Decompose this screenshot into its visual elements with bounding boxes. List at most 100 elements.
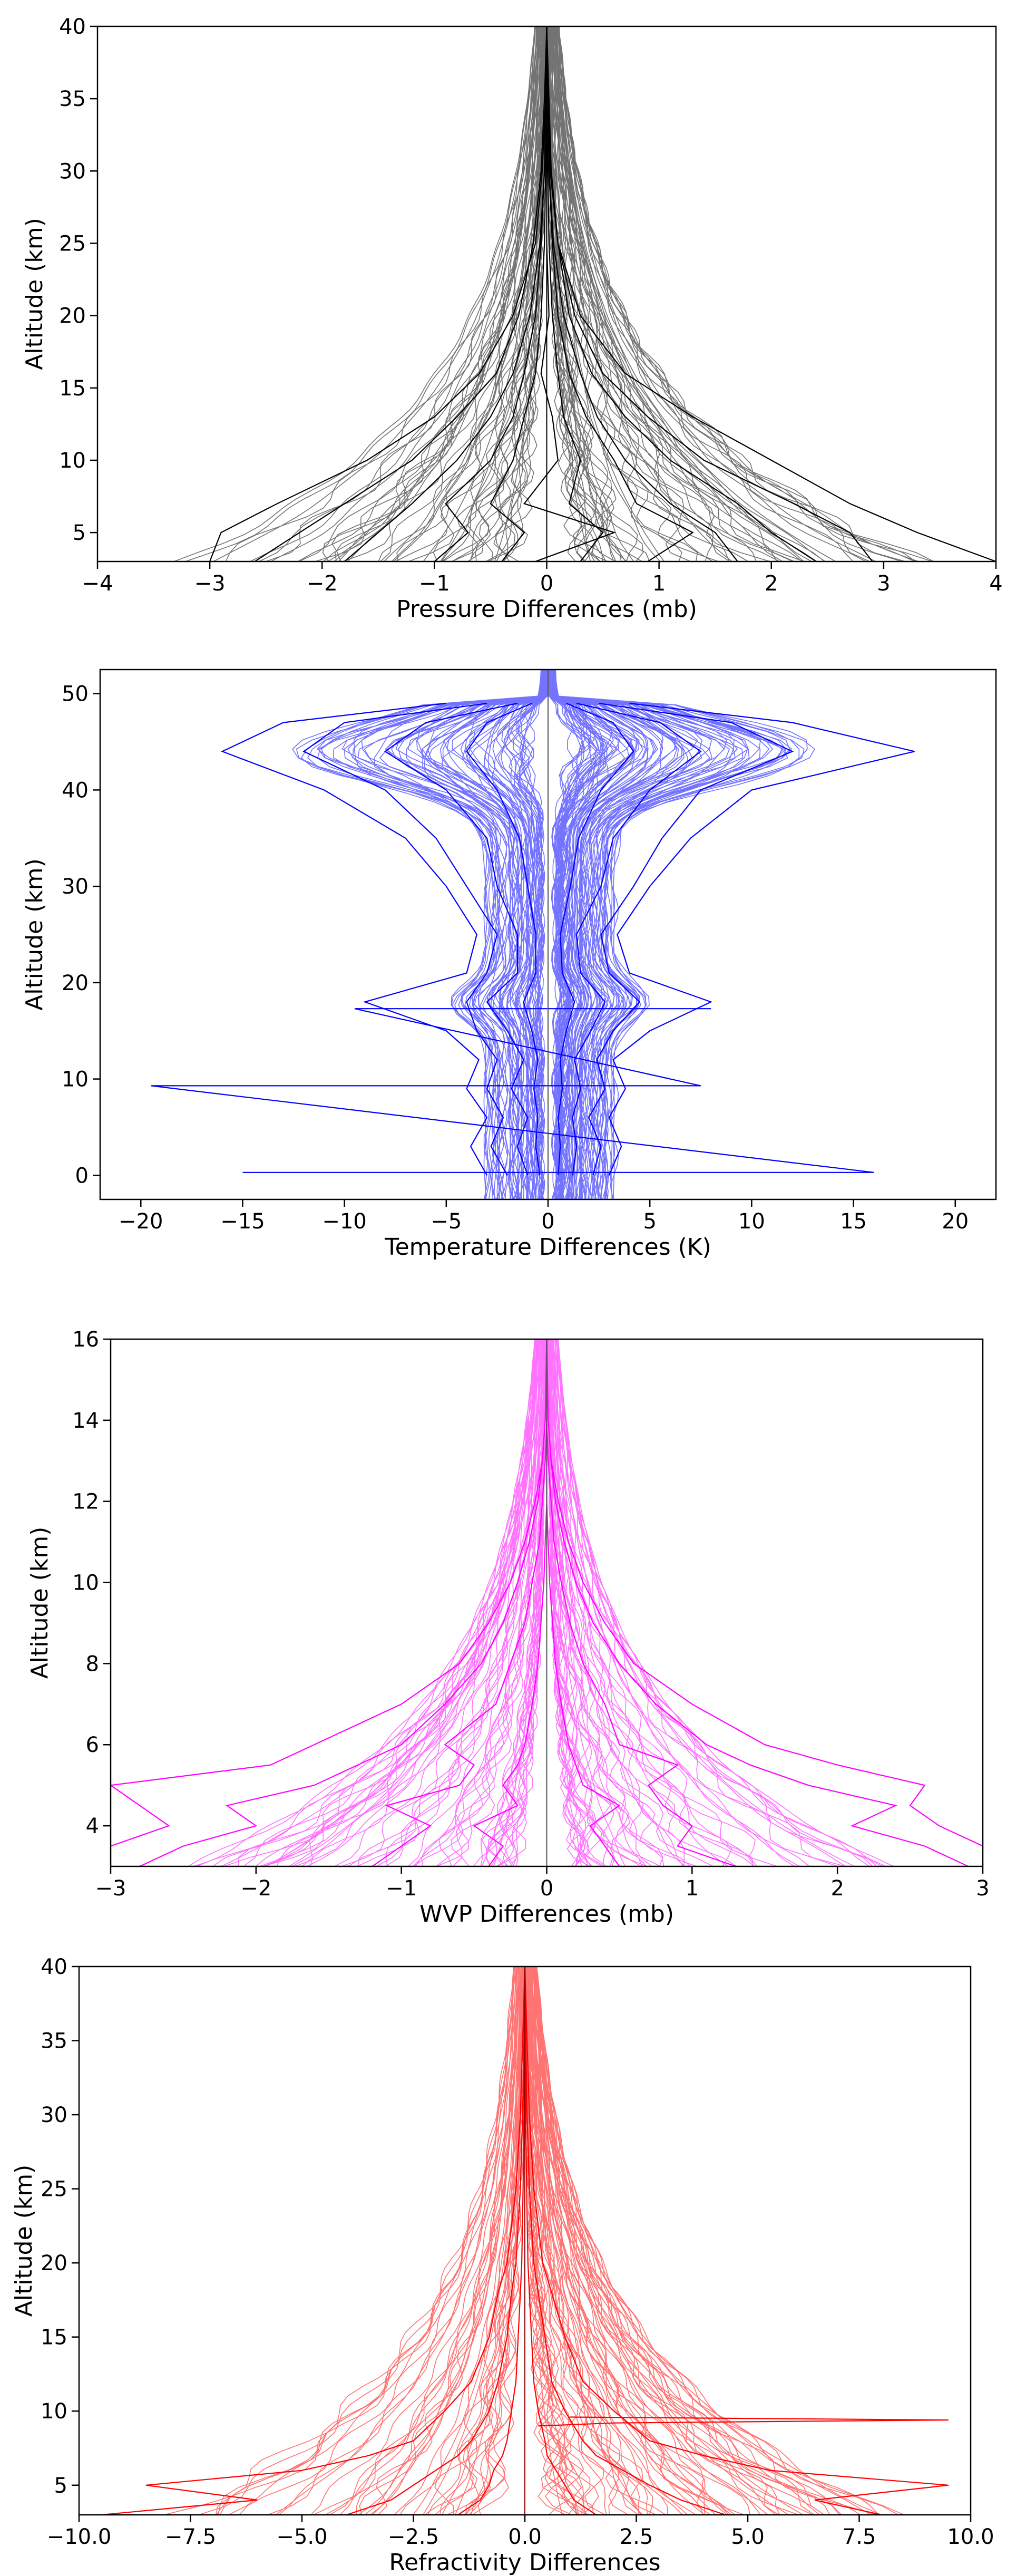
series-line-10 xyxy=(546,26,738,561)
series-line-5 xyxy=(457,1967,526,2515)
y-tick-label: 20 xyxy=(59,304,86,328)
y-tick-label: 25 xyxy=(41,2177,67,2202)
x-tick-label: −2 xyxy=(307,572,338,596)
y-tick-label: 30 xyxy=(62,875,89,899)
series-line-6 xyxy=(524,1967,597,2515)
series-line-4 xyxy=(572,702,702,1176)
x-tick-label: 3 xyxy=(976,1876,989,1901)
y-tick-label: 35 xyxy=(41,2029,67,2054)
x-tick-label: −7.5 xyxy=(165,2525,216,2549)
x-tick-label: −2 xyxy=(240,1876,271,1901)
y-tick-label: 0 xyxy=(75,1164,89,1188)
y-axis-label: Altitude (km) xyxy=(21,858,48,1011)
series-line-6 xyxy=(546,26,873,561)
series-line-12 xyxy=(546,26,996,561)
x-tick-label: −20 xyxy=(119,1209,163,1234)
plot-area xyxy=(173,26,996,561)
y-axis-label: Altitude (km) xyxy=(11,2165,37,2317)
x-tick-label: 2.5 xyxy=(620,2525,653,2549)
series-line-2 xyxy=(546,1339,969,1866)
y-tick-label: 35 xyxy=(59,87,86,111)
x-tick-label: 2 xyxy=(765,572,778,596)
plot-area xyxy=(101,1967,949,2515)
x-tick-label: 5 xyxy=(643,1209,656,1234)
y-tick-label: 4 xyxy=(86,1814,99,1838)
y-tick-label: 10 xyxy=(59,449,86,473)
x-tick-label: 1 xyxy=(652,572,666,596)
y-tick-label: 30 xyxy=(41,2103,67,2127)
series-line-2 xyxy=(524,1967,949,2515)
series-line-3 xyxy=(346,1967,526,2515)
x-tick-label: −5.0 xyxy=(276,2525,327,2549)
y-axis-label: Altitude (km) xyxy=(26,1527,53,1679)
series-line-7 xyxy=(466,702,541,1176)
y-tick-label: 12 xyxy=(72,1490,99,1514)
x-tick-label: −3 xyxy=(194,572,226,596)
profile-cloud xyxy=(188,1339,894,1866)
y-tick-label: 40 xyxy=(41,1955,67,1979)
x-tick-label: 0 xyxy=(540,572,553,596)
series-line-7 xyxy=(490,26,548,561)
y-tick-label: 15 xyxy=(41,2326,67,2350)
x-tick-label: 1 xyxy=(686,1876,699,1901)
x-tick-label: −5 xyxy=(431,1209,462,1234)
series-line-1 xyxy=(139,1339,548,1866)
series-line-7 xyxy=(538,2416,949,2427)
x-tick-label: 0 xyxy=(540,1876,553,1901)
series-line-3 xyxy=(372,1339,548,1866)
x-tick-label: 5.0 xyxy=(731,2525,765,2549)
x-tick-label: 7.5 xyxy=(843,2525,876,2549)
series-line-8 xyxy=(546,26,604,561)
y-tick-label: 8 xyxy=(86,1652,99,1676)
x-tick-label: −4 xyxy=(82,572,113,596)
series-line-1 xyxy=(302,702,508,1176)
y-tick-label: 16 xyxy=(72,1328,99,1352)
y-tick-label: 15 xyxy=(59,376,86,401)
profile-cloud xyxy=(292,670,816,1199)
y-tick-label: 40 xyxy=(59,15,86,39)
chart-2: −20 −15 −10 −5 0 5 10 15 20 0 10 20 30 40 50 Temperatur… xyxy=(21,669,997,1261)
series-line-1 xyxy=(101,1967,526,2515)
series-line-9 xyxy=(344,26,548,561)
x-tick-label: 20 xyxy=(942,1209,969,1234)
y-tick-label: 20 xyxy=(62,971,89,995)
y-tick-label: 30 xyxy=(59,159,86,183)
x-tick-label: 10 xyxy=(738,1209,765,1234)
series-line-6 xyxy=(608,702,915,1176)
x-tick-label: 4 xyxy=(989,572,1002,596)
x-axis-label: Pressure Differences (mb) xyxy=(396,596,697,623)
x-tick-label: −1 xyxy=(419,572,450,596)
y-tick-label: 5 xyxy=(54,2474,67,2498)
plot-area xyxy=(151,670,915,1199)
x-axis-label: Temperature Differences (K) xyxy=(384,1234,711,1261)
y-tick-label: 25 xyxy=(59,231,86,256)
y-tick-label: 50 xyxy=(62,682,89,706)
x-tick-label: 0 xyxy=(541,1209,554,1234)
profile-cloud xyxy=(163,1967,905,2515)
y-tick-label: 14 xyxy=(72,1409,99,1433)
x-tick-label: 10.0 xyxy=(947,2525,994,2549)
y-tick-label: 10 xyxy=(72,1571,99,1595)
series-line-4 xyxy=(524,1967,726,2515)
series-line-5 xyxy=(220,702,488,1176)
series-line-6 xyxy=(546,1339,983,1866)
x-tick-label: 2 xyxy=(830,1876,844,1901)
x-tick-label: 15 xyxy=(840,1209,867,1234)
x-tick-label: −3 xyxy=(95,1876,126,1901)
x-tick-label: −15 xyxy=(220,1209,265,1234)
y-tick-label: 20 xyxy=(41,2251,67,2275)
x-tick-label: 3 xyxy=(877,572,890,596)
series-line-8 xyxy=(558,702,634,1176)
y-tick-label: 10 xyxy=(62,1068,89,1092)
y-tick-label: 6 xyxy=(86,1733,99,1757)
y-tick-label: 10 xyxy=(41,2399,67,2424)
x-axis-label: Refractivity Differences xyxy=(389,2549,660,2576)
series-line-1 xyxy=(254,26,548,561)
y-tick-label: 40 xyxy=(62,778,89,802)
x-axis-label: WVP Differences (mb) xyxy=(419,1901,674,1928)
chart-1: −4 −3 −2 −1 0 1 2 3 4 5 10 15 20 25 30 35 40 Pressure Dif… xyxy=(21,15,1003,623)
series-line-5 xyxy=(111,1339,548,1866)
x-tick-label: −2.5 xyxy=(388,2525,439,2549)
